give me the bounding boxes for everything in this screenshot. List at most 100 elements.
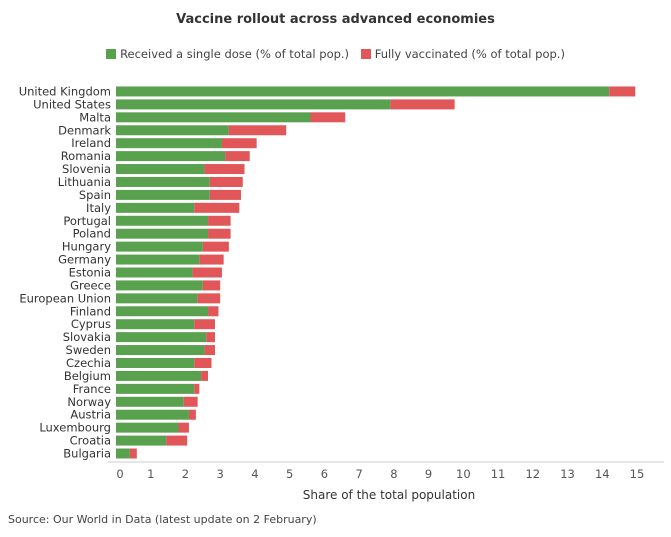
- bar-bulgaria-fully-vaccinated[interactable]: [129, 448, 137, 459]
- bar-france-single-dose[interactable]: [116, 383, 195, 394]
- bar-hungary-single-dose[interactable]: [116, 241, 203, 252]
- legend-item-fully-vaccinated[interactable]: Fully vaccinated (% of total pop.): [360, 47, 565, 61]
- category-label: France: [73, 382, 111, 396]
- x-tick-label: 0: [116, 467, 123, 481]
- x-tick-label: 9: [425, 467, 432, 481]
- x-axis-ticks: 0 1 2 3 4 5 6 7 8 9 10 11 12 13 14 15: [116, 467, 644, 481]
- bar-sweden-single-dose[interactable]: [116, 345, 205, 356]
- bar-romania-single-dose[interactable]: [116, 151, 226, 162]
- bar-czechia-fully-vaccinated[interactable]: [194, 357, 212, 368]
- bar-lithuania-single-dose[interactable]: [116, 176, 210, 187]
- bar-norway-fully-vaccinated[interactable]: [183, 396, 198, 407]
- bar-finland-single-dose[interactable]: [116, 306, 209, 317]
- bar-estonia-fully-vaccinated[interactable]: [192, 267, 222, 278]
- legend: Received a single dose (% of total pop.)…: [0, 47, 671, 62]
- x-tick-label: 10: [456, 467, 471, 481]
- bar-slovakia-fully-vaccinated[interactable]: [206, 332, 215, 343]
- bar-ireland-fully-vaccinated[interactable]: [221, 138, 257, 149]
- bar-greece-single-dose[interactable]: [116, 280, 203, 291]
- bar-poland-single-dose[interactable]: [116, 228, 209, 239]
- bar-hungary-fully-vaccinated[interactable]: [202, 241, 229, 252]
- bar-european-union-fully-vaccinated[interactable]: [197, 293, 221, 304]
- bar-belgium-fully-vaccinated[interactable]: [201, 370, 209, 381]
- bar-slovenia-fully-vaccinated[interactable]: [204, 164, 245, 175]
- x-tick-label: 11: [491, 467, 506, 481]
- category-label: Portugal: [63, 214, 111, 228]
- category-label: Denmark: [58, 123, 111, 137]
- bar-sweden-fully-vaccinated[interactable]: [204, 345, 215, 356]
- category-label: United States: [33, 97, 111, 111]
- category-label: Austria: [70, 408, 111, 422]
- bar-lithuania-fully-vaccinated[interactable]: [209, 176, 243, 187]
- bar-austria-single-dose[interactable]: [116, 409, 189, 420]
- bar-croatia-fully-vaccinated[interactable]: [166, 435, 188, 446]
- category-label: Czechia: [66, 356, 111, 370]
- bar-united-states-single-dose[interactable]: [116, 99, 391, 110]
- bar-italy-fully-vaccinated[interactable]: [194, 202, 240, 213]
- bar-poland-fully-vaccinated[interactable]: [208, 228, 231, 239]
- bars-layer: [116, 86, 636, 459]
- bar-greece-fully-vaccinated[interactable]: [202, 280, 221, 291]
- bar-luxembourg-single-dose[interactable]: [116, 422, 179, 433]
- x-tick-label: 4: [251, 467, 258, 481]
- bar-romania-fully-vaccinated[interactable]: [225, 151, 250, 162]
- bar-united-kingdom-single-dose[interactable]: [116, 86, 610, 97]
- category-label: Luxembourg: [39, 421, 111, 435]
- legend-item-single-dose[interactable]: Received a single dose (% of total pop.): [106, 47, 349, 61]
- bar-belgium-single-dose[interactable]: [116, 370, 202, 381]
- x-tick-label: 6: [321, 467, 328, 481]
- x-tick-label: 14: [595, 467, 610, 481]
- bar-italy-single-dose[interactable]: [116, 202, 195, 213]
- bar-france-fully-vaccinated[interactable]: [194, 383, 200, 394]
- category-label: Norway: [67, 395, 111, 409]
- bar-european-union-single-dose[interactable]: [116, 293, 198, 304]
- bar-luxembourg-fully-vaccinated[interactable]: [178, 422, 189, 433]
- category-label: Estonia: [69, 265, 111, 279]
- category-label: Lithuania: [58, 175, 111, 189]
- bar-germany-single-dose[interactable]: [116, 254, 200, 265]
- bar-portugal-fully-vaccinated[interactable]: [208, 215, 231, 226]
- bar-malta-fully-vaccinated[interactable]: [310, 112, 346, 123]
- bar-denmark-single-dose[interactable]: [116, 125, 229, 136]
- category-label: Sweden: [66, 343, 111, 357]
- bar-ireland-single-dose[interactable]: [116, 138, 222, 149]
- bar-croatia-single-dose[interactable]: [116, 435, 167, 446]
- bar-finland-fully-vaccinated[interactable]: [208, 306, 219, 317]
- bar-bulgaria-single-dose[interactable]: [116, 448, 130, 459]
- category-label: Croatia: [70, 434, 111, 448]
- x-tick-label: 3: [217, 467, 224, 481]
- category-label: United Kingdom: [19, 84, 111, 98]
- bar-slovakia-single-dose[interactable]: [116, 332, 207, 343]
- x-tick-label: 5: [286, 467, 293, 481]
- bar-germany-fully-vaccinated[interactable]: [199, 254, 224, 265]
- category-label: Finland: [70, 304, 111, 318]
- legend-label-fully-vaccinated: Fully vaccinated (% of total pop.): [374, 47, 565, 61]
- x-axis-title: Share of the total population: [303, 488, 475, 502]
- bar-portugal-single-dose[interactable]: [116, 215, 209, 226]
- category-label: Cyprus: [71, 317, 111, 331]
- bar-norway-single-dose[interactable]: [116, 396, 184, 407]
- bar-malta-single-dose[interactable]: [116, 112, 311, 123]
- bar-slovenia-single-dose[interactable]: [116, 164, 205, 175]
- category-label: Malta: [79, 110, 111, 124]
- bar-united-states-fully-vaccinated[interactable]: [390, 99, 455, 110]
- category-label: Poland: [73, 227, 111, 241]
- bar-denmark-fully-vaccinated[interactable]: [228, 125, 287, 136]
- category-label: Bulgaria: [63, 447, 111, 461]
- chart-title: Vaccine rollout across advanced economie…: [176, 12, 495, 27]
- bar-cyprus-single-dose[interactable]: [116, 319, 195, 330]
- bar-czechia-single-dose[interactable]: [116, 357, 195, 368]
- bar-united-kingdom-fully-vaccinated[interactable]: [609, 86, 636, 97]
- bar-spain-fully-vaccinated[interactable]: [209, 189, 242, 200]
- category-label: Romania: [61, 149, 111, 163]
- bar-cyprus-fully-vaccinated[interactable]: [194, 319, 215, 330]
- legend-swatch-single-dose: [106, 49, 117, 59]
- bar-spain-single-dose[interactable]: [116, 189, 210, 200]
- bar-estonia-single-dose[interactable]: [116, 267, 193, 278]
- category-label: European Union: [19, 291, 111, 305]
- bar-austria-fully-vaccinated[interactable]: [188, 409, 196, 420]
- category-label: Slovakia: [63, 330, 111, 344]
- x-tick-label: 8: [390, 467, 397, 481]
- category-label: Spain: [79, 188, 111, 202]
